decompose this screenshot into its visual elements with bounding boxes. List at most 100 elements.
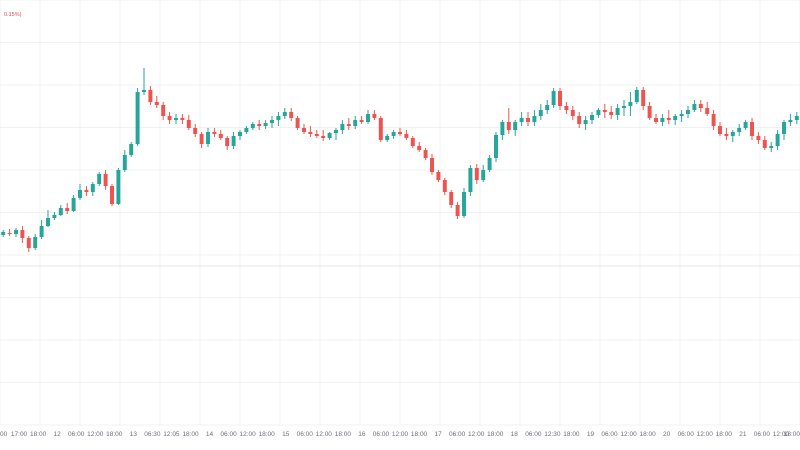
candle-down (410, 138, 415, 146)
candle-up (206, 132, 210, 144)
candle-up (660, 118, 665, 122)
candle-up (353, 120, 358, 126)
candle-up (231, 136, 236, 146)
candle-down (506, 122, 511, 130)
candle-up (263, 123, 268, 126)
x-tick-label: 21 (739, 431, 747, 438)
candle-down (186, 120, 191, 128)
candle-up (686, 110, 690, 114)
candle-up (33, 237, 38, 248)
legend-change-label: 0.15%) (4, 12, 22, 18)
x-tick-label: 19 (587, 431, 595, 438)
x-tick-label: 18:00 (335, 431, 352, 438)
x-tick-label: 18:00 (259, 431, 276, 438)
candle-up (634, 90, 639, 102)
candle-down (154, 102, 159, 105)
candle-down (455, 205, 460, 216)
candle-up (628, 102, 633, 106)
candle-up (122, 155, 127, 170)
candle-down (193, 128, 198, 134)
candle-up (545, 105, 550, 110)
candle-down (436, 172, 441, 180)
candle-up (1, 232, 6, 235)
x-tick-label: 12:00 (468, 431, 485, 438)
candle-down (359, 120, 364, 122)
candle-down (666, 118, 671, 120)
x-tick-label: 18 (511, 431, 519, 438)
x-tick-label: 18:00 (639, 431, 656, 438)
candle-up (90, 184, 95, 192)
x-tick-label: 16 (358, 431, 366, 438)
candle-down (7, 233, 12, 234)
candle-down (148, 90, 153, 102)
x-tick-label: 12:00 (316, 431, 333, 438)
candle-up (71, 198, 76, 211)
candle-down (718, 126, 722, 134)
candle-down (372, 114, 377, 118)
x-tick-label: 06:00 (525, 431, 542, 438)
candle-down (20, 230, 25, 238)
candle-up (14, 230, 18, 234)
candle-down (321, 136, 326, 138)
candle-up (615, 108, 620, 115)
candle-up (46, 218, 50, 226)
candle-down (526, 118, 530, 122)
candle-down (647, 106, 652, 118)
x-tick-label: 12:00 (87, 431, 104, 438)
candle-down (564, 106, 569, 110)
candle-up (622, 106, 626, 108)
x-tick-label: 18:00 (716, 431, 733, 438)
x-tick-label: 18:00 (784, 431, 800, 438)
candles (1, 68, 799, 252)
candle-down (417, 146, 422, 150)
x-tick-label: 06:00 (297, 431, 314, 438)
candle-up (583, 120, 588, 124)
x-tick-label: 06:00 (449, 431, 466, 438)
candle-up (142, 90, 146, 92)
candle-up (596, 110, 601, 115)
x-tick-label: 12 (54, 431, 62, 438)
candle-up (692, 104, 697, 110)
candle-down (641, 90, 646, 106)
candle-up (487, 158, 492, 170)
candle-up (97, 174, 102, 184)
candle-down (430, 158, 434, 172)
candle-down (346, 124, 351, 126)
candle-down (442, 180, 447, 192)
candle-up (494, 135, 498, 158)
candle-up (174, 118, 178, 120)
candle-down (698, 104, 703, 108)
candle-down (558, 91, 562, 106)
candle-down (218, 134, 223, 138)
candle-down (570, 110, 575, 116)
x-tick-label: 12:05 (163, 431, 180, 438)
x-tick-label: 06:00 (373, 431, 390, 438)
candle-up (794, 116, 799, 120)
candle-up (39, 226, 44, 237)
candle-up (590, 115, 594, 120)
candle-up (468, 168, 473, 192)
candle-up (366, 114, 370, 122)
candle-down (724, 134, 729, 136)
candle-down (609, 112, 614, 115)
candle-down (257, 124, 262, 126)
grid-lines (0, 0, 800, 426)
candle-down (167, 116, 172, 120)
x-tick-label: 17:00 (11, 431, 28, 438)
x-tick-label: 18:00 (30, 431, 47, 438)
candle-up (500, 122, 505, 135)
x-tick-label: 18:00 (487, 431, 504, 438)
candle-up (340, 124, 345, 130)
x-tick-label: 06:00 (601, 431, 618, 438)
x-tick-label: 12:00 (392, 431, 409, 438)
candle-down (378, 118, 383, 140)
candle-down (756, 136, 761, 140)
candle-up (385, 136, 390, 140)
candle-up (513, 122, 518, 130)
candle-down (302, 128, 306, 132)
candle-up (737, 128, 742, 132)
x-tick-label: 12:00 (239, 431, 256, 438)
candle-down (161, 105, 166, 116)
candle-up (481, 170, 486, 180)
